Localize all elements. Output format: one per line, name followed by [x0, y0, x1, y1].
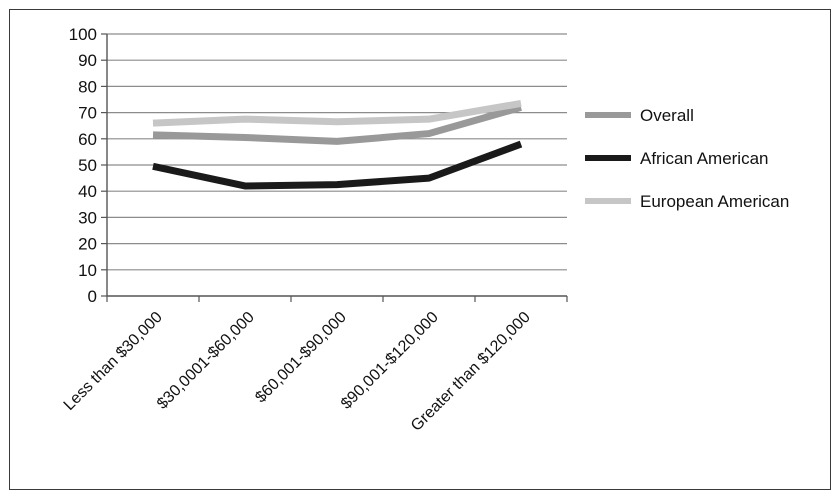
y-tick-label: 70 — [78, 104, 97, 123]
series-line-overall — [152, 103, 522, 145]
y-tick-label: 10 — [78, 261, 97, 280]
y-axis-ticks: 0 10 20 30 40 50 60 70 80 90 100 — [69, 25, 107, 306]
chart-frame: 0 10 20 30 40 50 60 70 80 90 100 Less than $30,000… — [9, 9, 831, 490]
legend-label: European American — [640, 192, 789, 211]
legend-label: African American — [640, 149, 769, 168]
y-tick-label: 50 — [78, 156, 97, 175]
line-chart: 0 10 20 30 40 50 60 70 80 90 100 Less than $30,000… — [61, 25, 790, 435]
legend-label: Overall — [640, 106, 694, 125]
legend: Overall African American European American — [585, 106, 789, 211]
x-category-label: $60,001-$90,000 — [252, 309, 350, 407]
y-tick-label: 0 — [88, 287, 97, 306]
y-tick-label: 30 — [78, 208, 97, 227]
x-category-label: $30,0001-$60,000 — [154, 309, 258, 413]
series-lines — [152, 99, 523, 190]
series-line-european-american — [152, 99, 522, 127]
x-axis-ticks: Less than $30,000$30,0001-$60,000$60,001… — [61, 296, 568, 435]
y-tick-label: 80 — [78, 77, 97, 96]
x-category-label: Less than $30,000 — [61, 309, 166, 414]
series-line-african-american — [152, 140, 523, 190]
y-tick-label: 20 — [78, 235, 97, 254]
x-category-label: $90,001-$120,000 — [338, 309, 442, 413]
y-tick-label: 100 — [69, 25, 97, 44]
y-tick-label: 40 — [78, 182, 97, 201]
y-tick-label: 60 — [78, 130, 97, 149]
y-tick-label: 90 — [78, 51, 97, 70]
